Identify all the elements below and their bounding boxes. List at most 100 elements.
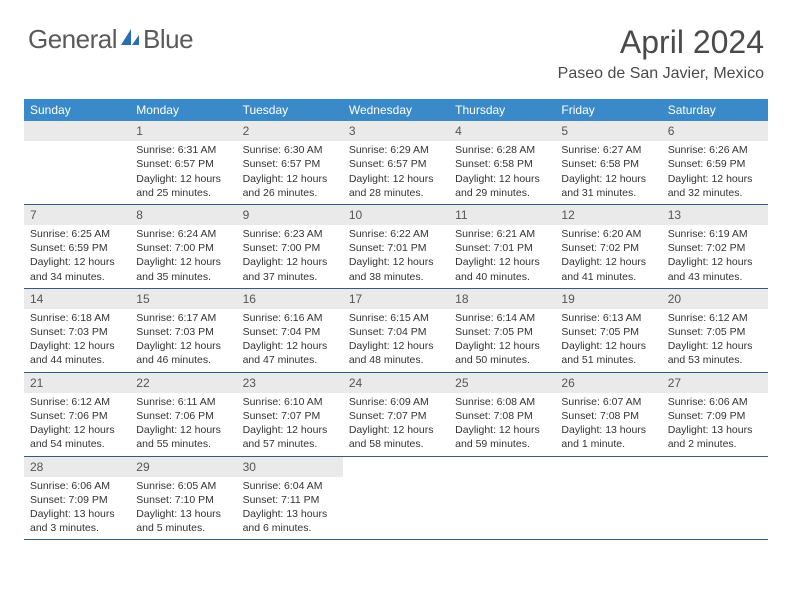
daylight-text: and 38 minutes. — [349, 270, 443, 284]
sunset-text: Sunset: 7:00 PM — [243, 241, 337, 255]
daylight-text: Daylight: 12 hours — [561, 255, 655, 269]
day-cell: 15Sunrise: 6:17 AMSunset: 7:03 PMDayligh… — [130, 289, 236, 372]
day-cell: 16Sunrise: 6:16 AMSunset: 7:04 PMDayligh… — [237, 289, 343, 372]
sunset-text: Sunset: 7:11 PM — [243, 493, 337, 507]
day-cell: 4Sunrise: 6:28 AMSunset: 6:58 PMDaylight… — [449, 121, 555, 204]
daylight-text: Daylight: 13 hours — [668, 423, 762, 437]
day-cell: 30Sunrise: 6:04 AMSunset: 7:11 PMDayligh… — [237, 457, 343, 540]
day-number: 14 — [24, 289, 130, 309]
weekday-header: Friday — [555, 99, 661, 121]
day-cell: 6Sunrise: 6:26 AMSunset: 6:59 PMDaylight… — [662, 121, 768, 204]
daylight-text: Daylight: 12 hours — [561, 172, 655, 186]
day-number: 11 — [449, 205, 555, 225]
day-cell: 28Sunrise: 6:06 AMSunset: 7:09 PMDayligh… — [24, 457, 130, 540]
daylight-text: and 32 minutes. — [668, 186, 762, 200]
daylight-text: and 6 minutes. — [243, 521, 337, 535]
sunset-text: Sunset: 6:57 PM — [349, 157, 443, 171]
day-content: Sunrise: 6:14 AMSunset: 7:05 PMDaylight:… — [449, 309, 555, 372]
day-number: 3 — [343, 121, 449, 141]
logo-word1: General — [28, 24, 117, 55]
daylight-text: Daylight: 12 hours — [30, 255, 124, 269]
day-number: 7 — [24, 205, 130, 225]
daylight-text: Daylight: 12 hours — [455, 172, 549, 186]
daylight-text: and 28 minutes. — [349, 186, 443, 200]
sunset-text: Sunset: 6:58 PM — [455, 157, 549, 171]
daylight-text: Daylight: 12 hours — [561, 339, 655, 353]
sunrise-text: Sunrise: 6:06 AM — [668, 395, 762, 409]
daylight-text: Daylight: 12 hours — [349, 172, 443, 186]
sunset-text: Sunset: 7:02 PM — [561, 241, 655, 255]
daylight-text: and 46 minutes. — [136, 353, 230, 367]
logo: General Blue — [28, 24, 193, 55]
daylight-text: and 35 minutes. — [136, 270, 230, 284]
day-content: Sunrise: 6:08 AMSunset: 7:08 PMDaylight:… — [449, 393, 555, 456]
day-cell: 7 Sunrise: 6:25 AMSunset: 6:59 PMDaylight… — [24, 205, 130, 288]
sunset-text: Sunset: 6:57 PM — [243, 157, 337, 171]
sunset-text: Sunset: 7:05 PM — [668, 325, 762, 339]
day-content: Sunrise: 6:06 AMSunset: 7:09 PMDaylight:… — [24, 477, 130, 540]
daylight-text: Daylight: 12 hours — [136, 339, 230, 353]
day-cell: 10Sunrise: 6:22 AMSunset: 7:01 PMDayligh… — [343, 205, 449, 288]
day-number: 10 — [343, 205, 449, 225]
day-number: 24 — [343, 373, 449, 393]
sunrise-text: Sunrise: 6:19 AM — [668, 227, 762, 241]
day-cell: 18Sunrise: 6:14 AMSunset: 7:05 PMDayligh… — [449, 289, 555, 372]
day-cell — [343, 457, 449, 540]
sunrise-text: Sunrise: 6:26 AM — [668, 143, 762, 157]
sunset-text: Sunset: 7:04 PM — [349, 325, 443, 339]
daylight-text: Daylight: 12 hours — [668, 172, 762, 186]
day-content: Sunrise: 6:23 AMSunset: 7:00 PMDaylight:… — [237, 225, 343, 288]
sunset-text: Sunset: 7:02 PM — [668, 241, 762, 255]
day-number: 15 — [130, 289, 236, 309]
day-number: 21 — [24, 373, 130, 393]
weekday-header: Tuesday — [237, 99, 343, 121]
day-cell: 29Sunrise: 6:05 AMSunset: 7:10 PMDayligh… — [130, 457, 236, 540]
week-row: 1Sunrise: 6:31 AMSunset: 6:57 PMDaylight… — [24, 121, 768, 205]
daylight-text: Daylight: 12 hours — [136, 423, 230, 437]
daylight-text: and 40 minutes. — [455, 270, 549, 284]
day-cell: 27Sunrise: 6:06 AMSunset: 7:09 PMDayligh… — [662, 373, 768, 456]
day-cell: 23Sunrise: 6:10 AMSunset: 7:07 PMDayligh… — [237, 373, 343, 456]
sunset-text: Sunset: 6:58 PM — [561, 157, 655, 171]
day-content: Sunrise: 6:15 AMSunset: 7:04 PMDaylight:… — [343, 309, 449, 372]
day-cell: 9Sunrise: 6:23 AMSunset: 7:00 PMDaylight… — [237, 205, 343, 288]
sunrise-text: Sunrise: 6:28 AM — [455, 143, 549, 157]
sunrise-text: Sunrise: 6:04 AM — [243, 479, 337, 493]
daylight-text: Daylight: 12 hours — [30, 339, 124, 353]
day-content: Sunrise: 6:29 AMSunset: 6:57 PMDaylight:… — [343, 141, 449, 204]
daylight-text: Daylight: 12 hours — [136, 255, 230, 269]
day-number: 22 — [130, 373, 236, 393]
sunrise-text: Sunrise: 6:08 AM — [455, 395, 549, 409]
day-content: Sunrise: 6:27 AMSunset: 6:58 PMDaylight:… — [555, 141, 661, 204]
sunset-text: Sunset: 7:08 PM — [561, 409, 655, 423]
day-cell: 20Sunrise: 6:12 AMSunset: 7:05 PMDayligh… — [662, 289, 768, 372]
daylight-text: and 29 minutes. — [455, 186, 549, 200]
day-number: 26 — [555, 373, 661, 393]
sunrise-text: Sunrise: 6:20 AM — [561, 227, 655, 241]
sunset-text: Sunset: 6:59 PM — [30, 241, 124, 255]
day-content: Sunrise: 6:13 AMSunset: 7:05 PMDaylight:… — [555, 309, 661, 372]
day-number: 12 — [555, 205, 661, 225]
day-cell: 2Sunrise: 6:30 AMSunset: 6:57 PMDaylight… — [237, 121, 343, 204]
sunrise-text: Sunrise: 6:29 AM — [349, 143, 443, 157]
sunset-text: Sunset: 7:09 PM — [30, 493, 124, 507]
daylight-text: and 51 minutes. — [561, 353, 655, 367]
daylight-text: Daylight: 12 hours — [349, 423, 443, 437]
sunrise-text: Sunrise: 6:25 AM — [30, 227, 124, 241]
day-cell: 11Sunrise: 6:21 AMSunset: 7:01 PMDayligh… — [449, 205, 555, 288]
daylight-text: and 37 minutes. — [243, 270, 337, 284]
daylight-text: Daylight: 12 hours — [455, 255, 549, 269]
day-number: 6 — [662, 121, 768, 141]
sunset-text: Sunset: 7:06 PM — [136, 409, 230, 423]
daylight-text: and 44 minutes. — [30, 353, 124, 367]
day-cell — [555, 457, 661, 540]
week-row: 28Sunrise: 6:06 AMSunset: 7:09 PMDayligh… — [24, 457, 768, 541]
day-cell: 5Sunrise: 6:27 AMSunset: 6:58 PMDaylight… — [555, 121, 661, 204]
day-cell: 8Sunrise: 6:24 AMSunset: 7:00 PMDaylight… — [130, 205, 236, 288]
sunrise-text: Sunrise: 6:13 AM — [561, 311, 655, 325]
sunrise-text: Sunrise: 6:11 AM — [136, 395, 230, 409]
day-content: Sunrise: 6:16 AMSunset: 7:04 PMDaylight:… — [237, 309, 343, 372]
day-cell: 13Sunrise: 6:19 AMSunset: 7:02 PMDayligh… — [662, 205, 768, 288]
daylight-text: and 5 minutes. — [136, 521, 230, 535]
sunrise-text: Sunrise: 6:18 AM — [30, 311, 124, 325]
